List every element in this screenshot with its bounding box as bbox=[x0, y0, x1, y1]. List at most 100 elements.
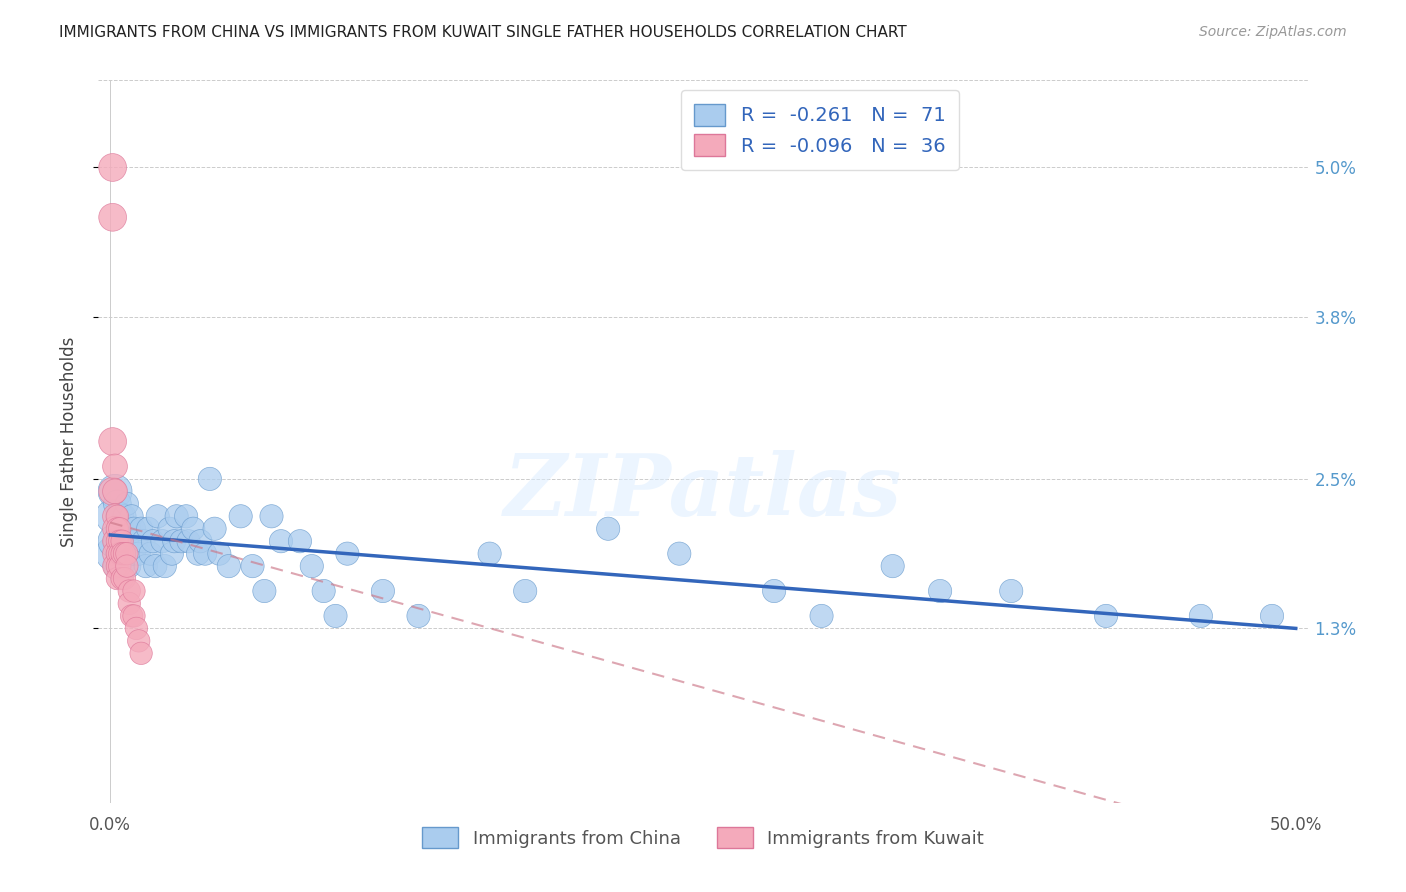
Point bbox=[122, 522, 145, 536]
Point bbox=[105, 572, 128, 586]
Point bbox=[115, 559, 138, 574]
Point bbox=[478, 547, 501, 561]
Text: Source: ZipAtlas.com: Source: ZipAtlas.com bbox=[1199, 25, 1347, 39]
Point bbox=[122, 609, 145, 624]
Point bbox=[1189, 609, 1212, 624]
Point bbox=[135, 559, 157, 574]
Point bbox=[118, 597, 141, 611]
Point bbox=[114, 572, 136, 586]
Point bbox=[160, 547, 183, 561]
Point bbox=[242, 559, 264, 574]
Point bbox=[108, 509, 131, 524]
Point bbox=[143, 559, 166, 574]
Point bbox=[253, 584, 276, 599]
Point bbox=[104, 459, 127, 474]
Point bbox=[101, 434, 124, 449]
Point bbox=[129, 646, 152, 660]
Point bbox=[598, 522, 620, 536]
Point bbox=[108, 547, 131, 561]
Point bbox=[181, 522, 204, 536]
Point bbox=[152, 534, 174, 549]
Text: ZIPatlas: ZIPatlas bbox=[503, 450, 903, 534]
Text: IMMIGRANTS FROM CHINA VS IMMIGRANTS FROM KUWAIT SINGLE FATHER HOUSEHOLDS CORRELA: IMMIGRANTS FROM CHINA VS IMMIGRANTS FROM… bbox=[59, 25, 907, 40]
Point bbox=[408, 609, 430, 624]
Point bbox=[174, 509, 197, 524]
Point bbox=[763, 584, 786, 599]
Point bbox=[104, 559, 127, 574]
Point bbox=[668, 547, 690, 561]
Point bbox=[132, 534, 155, 549]
Point bbox=[115, 497, 138, 511]
Point bbox=[515, 584, 537, 599]
Point bbox=[204, 522, 226, 536]
Point bbox=[229, 509, 252, 524]
Point bbox=[115, 534, 138, 549]
Point bbox=[142, 534, 165, 549]
Point bbox=[101, 161, 124, 175]
Point bbox=[128, 633, 150, 648]
Point bbox=[312, 584, 335, 599]
Point bbox=[108, 522, 131, 536]
Point bbox=[111, 572, 134, 586]
Point bbox=[104, 534, 127, 549]
Point bbox=[336, 547, 359, 561]
Point bbox=[194, 547, 217, 561]
Point bbox=[166, 509, 188, 524]
Point bbox=[198, 472, 221, 486]
Point bbox=[170, 534, 193, 549]
Point bbox=[177, 534, 200, 549]
Point bbox=[163, 534, 186, 549]
Point bbox=[115, 547, 138, 561]
Point bbox=[101, 547, 124, 561]
Point bbox=[260, 509, 283, 524]
Point bbox=[105, 497, 128, 511]
Point bbox=[136, 522, 159, 536]
Point bbox=[101, 509, 124, 524]
Point bbox=[218, 559, 240, 574]
Point bbox=[114, 547, 136, 561]
Point bbox=[301, 559, 323, 574]
Point bbox=[129, 522, 152, 536]
Point bbox=[187, 547, 209, 561]
Point bbox=[121, 609, 143, 624]
Point bbox=[153, 559, 176, 574]
Legend: Immigrants from China, Immigrants from Kuwait: Immigrants from China, Immigrants from K… bbox=[411, 816, 995, 859]
Point bbox=[288, 534, 311, 549]
Point bbox=[111, 534, 134, 549]
Point bbox=[114, 547, 136, 561]
Point bbox=[104, 509, 127, 524]
Point bbox=[108, 534, 131, 549]
Point bbox=[810, 609, 832, 624]
Point bbox=[270, 534, 292, 549]
Point bbox=[118, 559, 141, 574]
Point bbox=[1000, 584, 1022, 599]
Point bbox=[208, 547, 231, 561]
Point bbox=[105, 547, 128, 561]
Point bbox=[190, 534, 212, 549]
Point bbox=[122, 547, 145, 561]
Point bbox=[101, 484, 124, 499]
Point bbox=[325, 609, 347, 624]
Point bbox=[125, 621, 148, 635]
Point bbox=[105, 559, 128, 574]
Point bbox=[1095, 609, 1118, 624]
Point bbox=[104, 484, 127, 499]
Point bbox=[114, 509, 136, 524]
Point bbox=[125, 534, 148, 549]
Point bbox=[929, 584, 952, 599]
Point bbox=[118, 584, 141, 599]
Point bbox=[105, 559, 128, 574]
Point bbox=[105, 534, 128, 549]
Point bbox=[371, 584, 394, 599]
Point bbox=[108, 547, 131, 561]
Point bbox=[104, 484, 127, 499]
Point bbox=[108, 559, 131, 574]
Point bbox=[105, 522, 128, 536]
Point bbox=[882, 559, 904, 574]
Point bbox=[118, 522, 141, 536]
Point bbox=[111, 547, 134, 561]
Point bbox=[121, 509, 143, 524]
Point bbox=[104, 522, 127, 536]
Point bbox=[139, 547, 162, 561]
Y-axis label: Single Father Households: Single Father Households bbox=[59, 336, 77, 547]
